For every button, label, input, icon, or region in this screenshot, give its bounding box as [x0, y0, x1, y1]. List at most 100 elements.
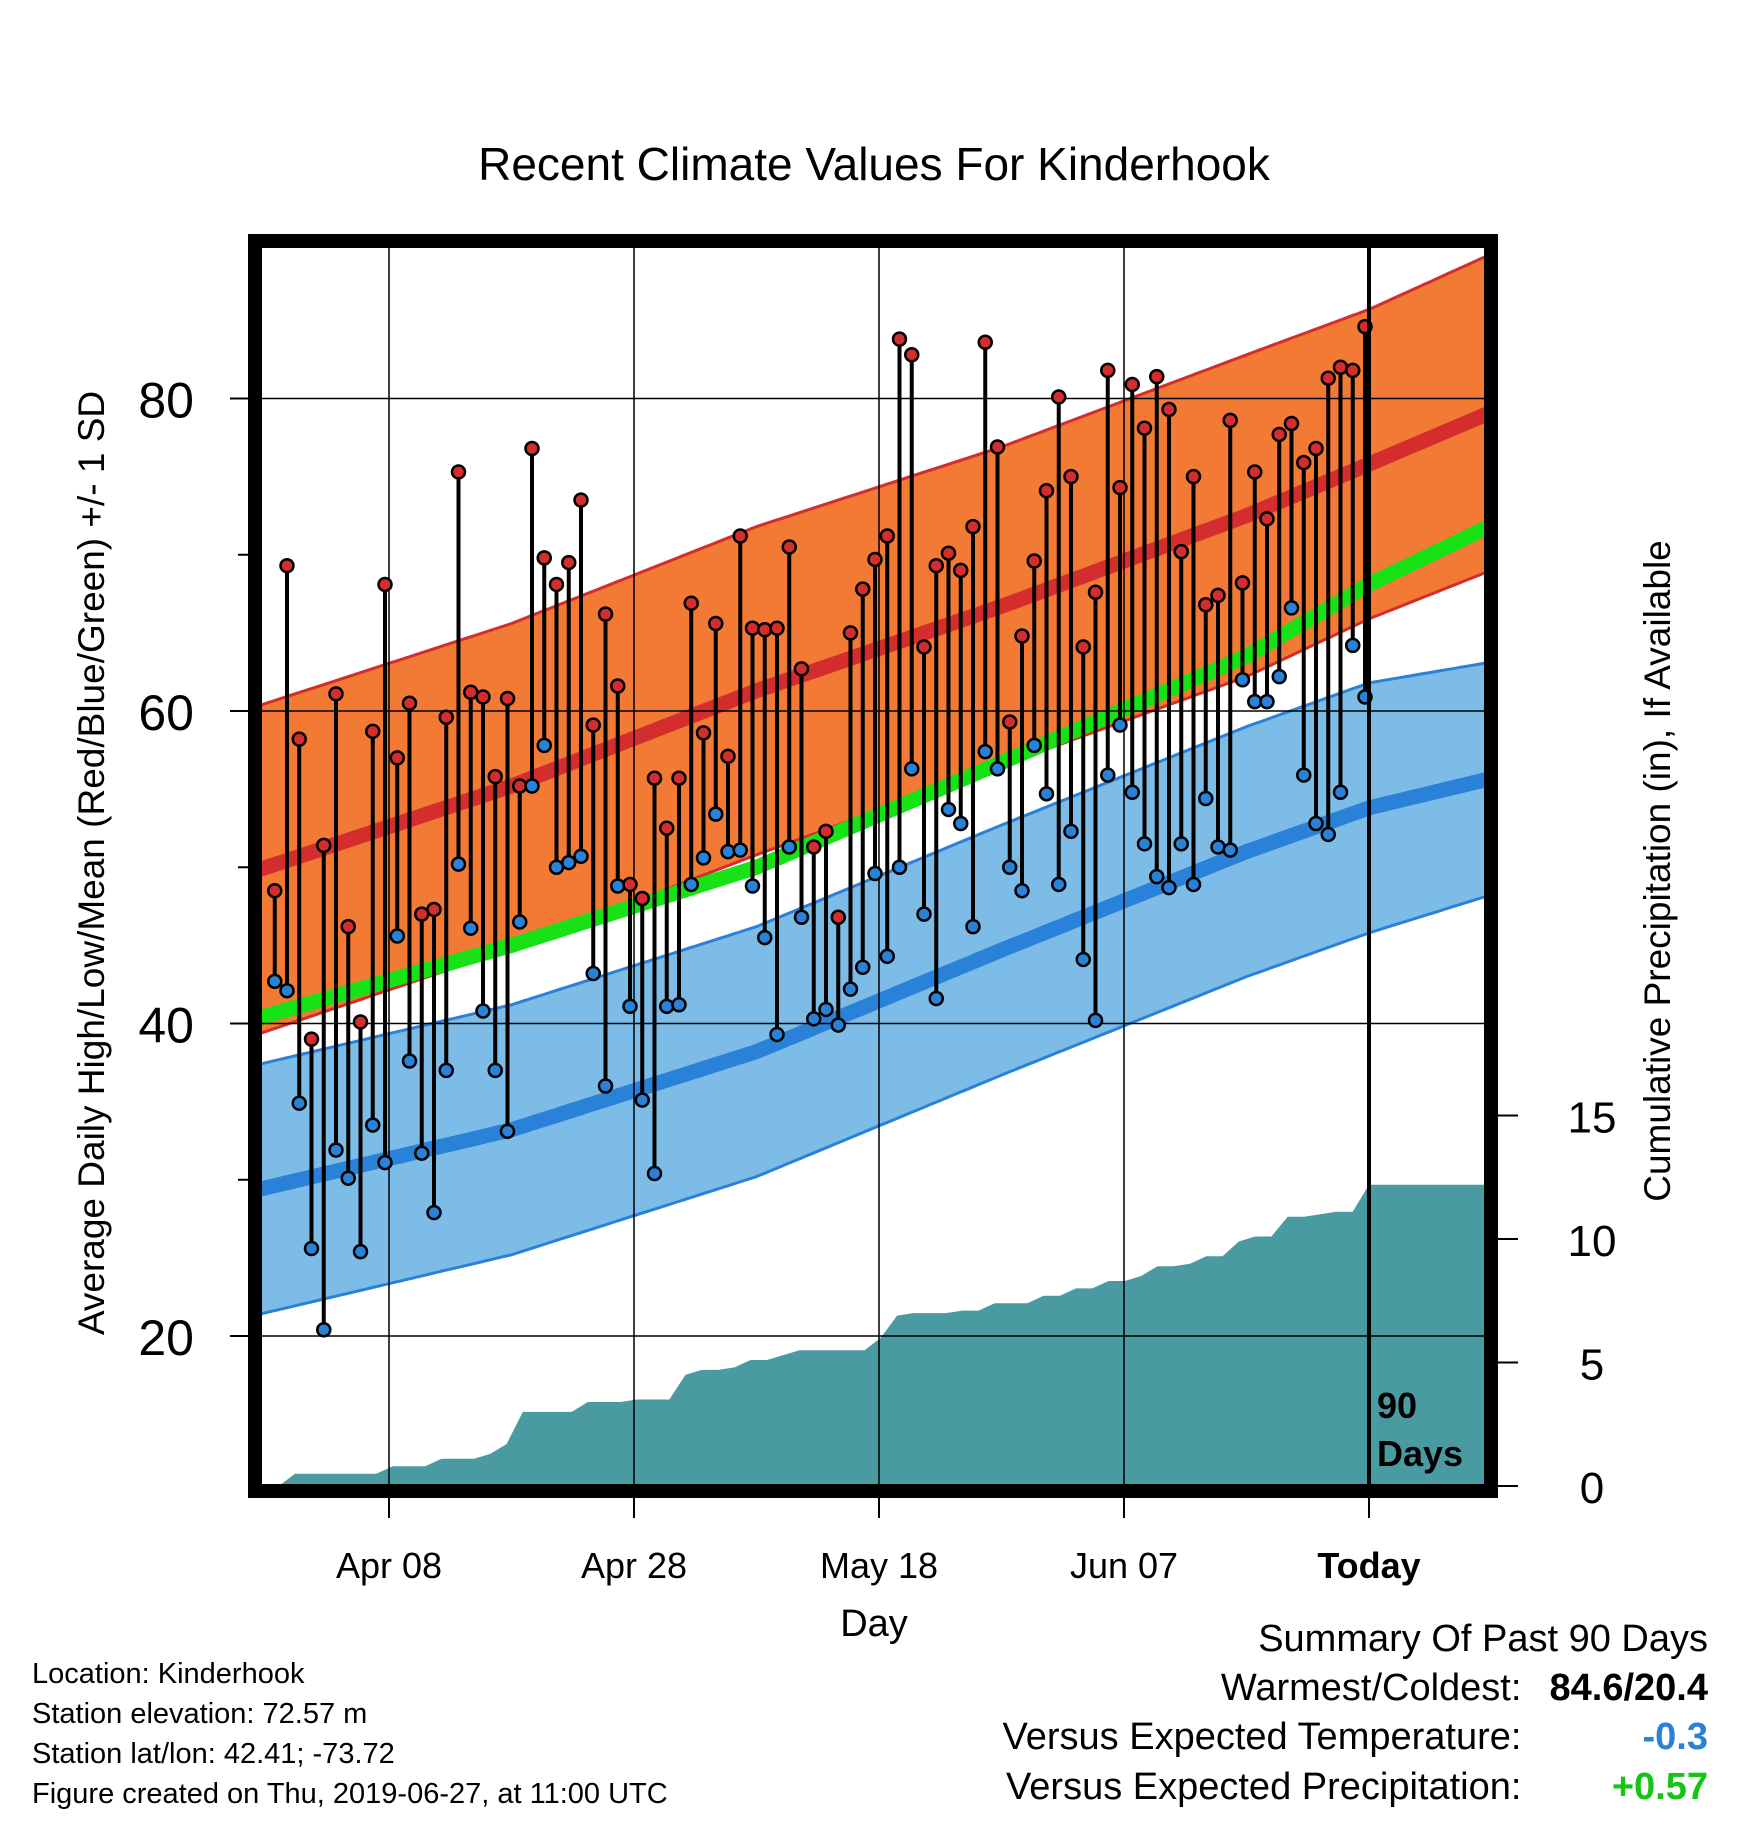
high-point: [1112, 479, 1128, 496]
low-point: [585, 965, 601, 982]
low-point: [414, 1145, 430, 1161]
high-point: [1026, 553, 1042, 569]
high-point: [1198, 597, 1214, 613]
summary-heading: Summary Of Past 90 Days: [1258, 1618, 1708, 1660]
low-point: [1198, 790, 1214, 807]
low-sd-upper-edge: [262, 661, 1484, 1066]
low-point: [303, 1240, 320, 1257]
high-point: [487, 768, 503, 785]
right-tick-label: 15: [1568, 1094, 1617, 1143]
high-point: [695, 725, 712, 741]
high-point: [316, 837, 332, 854]
low-point: [683, 876, 699, 893]
high-point: [683, 595, 699, 611]
warmest-value: 84.6/20.4: [1549, 1667, 1708, 1709]
low-point: [622, 998, 638, 1015]
precip-label: Versus Expected Precipitation:: [1006, 1766, 1522, 1808]
low-point: [1332, 784, 1349, 800]
low-point: [499, 1123, 516, 1140]
high-point: [377, 576, 393, 593]
high-point: [1222, 412, 1238, 429]
low-point: [1222, 842, 1238, 858]
high-point: [1075, 639, 1091, 655]
high-point: [879, 528, 895, 544]
left-tick-label: 60: [138, 685, 194, 741]
station-elevation: Station elevation: 72.57 m: [32, 1698, 368, 1730]
low-point: [475, 1003, 491, 1019]
low-point: [659, 998, 675, 1015]
high-point: [1345, 362, 1361, 379]
low-point: [953, 815, 969, 832]
temp-value: -0.3: [1642, 1716, 1708, 1758]
low-point: [708, 806, 724, 822]
low-point: [1014, 882, 1030, 899]
low-point: [793, 909, 810, 925]
low-point: [1320, 826, 1336, 843]
low-point: [377, 1154, 393, 1171]
right-tick-label: 5: [1580, 1341, 1604, 1390]
low-point: [695, 850, 712, 866]
x-tick-label: May 18: [820, 1545, 938, 1586]
low-point: [524, 778, 540, 794]
left-tick-label: 80: [138, 373, 194, 429]
high-point: [291, 731, 307, 747]
high-point: [965, 518, 981, 535]
right-axis-label: Cumulative Precipitation (in), If Availa…: [1637, 540, 1678, 1202]
low-point: [328, 1142, 344, 1158]
high-point: [279, 557, 295, 574]
summary-temperature: Versus Expected Temperature: -0.3: [1003, 1716, 1708, 1759]
warmest-label: Warmest/Coldest:: [1220, 1667, 1522, 1709]
high-point: [1296, 454, 1312, 471]
high-point: [720, 748, 736, 765]
high-point: [1234, 575, 1251, 591]
low-point: [1271, 668, 1287, 685]
low-point: [781, 839, 797, 855]
high-point: [855, 581, 871, 597]
high-point: [1271, 426, 1287, 443]
high-point: [830, 909, 846, 925]
high-point: [610, 678, 626, 694]
high-point: [708, 615, 724, 632]
high-point: [1185, 468, 1202, 485]
high-point: [524, 440, 540, 457]
high-point: [806, 839, 822, 855]
low-point: [720, 843, 736, 860]
low-point: [744, 878, 761, 894]
high-point: [977, 334, 993, 350]
low-point: [1149, 868, 1165, 885]
high-point: [1283, 415, 1300, 432]
high-point: [953, 562, 969, 579]
high-point: [1051, 389, 1067, 405]
high-point: [757, 622, 773, 638]
high-point: [989, 439, 1006, 455]
low-point: [1283, 600, 1300, 616]
high-point: [1308, 440, 1324, 457]
low-point: [561, 854, 577, 871]
high-point: [585, 717, 601, 733]
low-point: [671, 997, 687, 1013]
high-point: [769, 620, 785, 636]
high-point: [401, 695, 418, 711]
today-marker-label-line1: 90: [1377, 1385, 1417, 1426]
low-point: [1002, 859, 1018, 875]
high-point: [842, 625, 859, 641]
low-point: [463, 920, 479, 936]
low-point: [1185, 876, 1202, 893]
low-sd-band: [262, 663, 1484, 1314]
low-point: [1259, 693, 1275, 710]
high-point: [1247, 464, 1263, 480]
high-point: [928, 557, 944, 574]
high-point: [891, 331, 908, 347]
low-point: [732, 842, 748, 858]
low-point: [891, 859, 908, 875]
low-point: [512, 914, 528, 930]
high-point: [1002, 714, 1018, 730]
high-point: [1038, 482, 1055, 499]
low-point: [634, 1092, 650, 1108]
high-point: [352, 1014, 369, 1030]
high-point: [1149, 368, 1165, 385]
x-tick-label: Apr 28: [581, 1545, 687, 1586]
plot-area: 90 Days 20 40 60 80 0 5 10 15 Apr 08 Apr 28 May 18 Ju…: [138, 234, 1617, 1586]
low-point: [401, 1053, 418, 1069]
